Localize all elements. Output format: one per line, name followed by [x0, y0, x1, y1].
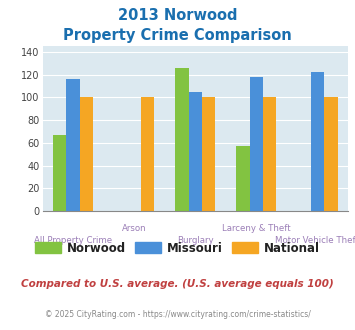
Text: Property Crime Comparison: Property Crime Comparison: [63, 28, 292, 43]
Text: © 2025 CityRating.com - https://www.cityrating.com/crime-statistics/: © 2025 CityRating.com - https://www.city…: [45, 310, 310, 319]
Text: All Property Crime: All Property Crime: [34, 236, 112, 245]
Text: Larceny & Theft: Larceny & Theft: [222, 224, 291, 233]
Bar: [53, 135, 66, 211]
Bar: [236, 146, 250, 211]
Bar: [141, 97, 154, 211]
Bar: [250, 77, 263, 211]
Text: Motor Vehicle Theft: Motor Vehicle Theft: [275, 236, 355, 245]
Text: Compared to U.S. average. (U.S. average equals 100): Compared to U.S. average. (U.S. average …: [21, 279, 334, 289]
Bar: [175, 68, 189, 211]
Bar: [189, 92, 202, 211]
Bar: [202, 97, 215, 211]
Bar: [66, 79, 80, 211]
Text: 2013 Norwood: 2013 Norwood: [118, 8, 237, 23]
Bar: [80, 97, 93, 211]
Bar: [324, 97, 338, 211]
Bar: [263, 97, 277, 211]
Bar: [311, 72, 324, 211]
Text: Arson: Arson: [122, 224, 147, 233]
Legend: Norwood, Missouri, National: Norwood, Missouri, National: [30, 237, 325, 259]
Text: Burglary: Burglary: [177, 236, 214, 245]
